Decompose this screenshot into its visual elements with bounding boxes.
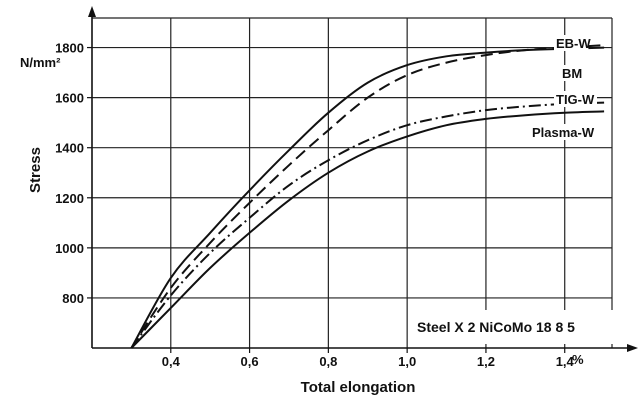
y-tick-label: 1600 [55, 91, 84, 106]
curve-labels: EB-W BM TIG-W Plasma-W [530, 35, 599, 140]
curve-label: Plasma-W [532, 125, 595, 140]
x-axis-title: Total elongation [301, 379, 416, 396]
curve-label-bg [554, 35, 589, 51]
tick-labels: 0,4 0,6 0,8 1,0 1,2 1,4 800 1000 1200 1400 1600 180… [55, 41, 574, 369]
curve-label: EB-W [556, 36, 591, 51]
curve-tig-w [130, 101, 605, 349]
x-tick-label: 1,4 [556, 354, 575, 369]
curve-label: BM [562, 66, 582, 81]
curve-bm [130, 44, 605, 349]
y-tick-label: 1800 [55, 41, 84, 56]
annotation-text: Steel X 2 NiCoMo 18 8 5 [417, 319, 575, 335]
axes [88, 6, 638, 352]
curve-label: TIG-W [556, 92, 595, 107]
curve-plasma-w [130, 110, 605, 349]
curve-label-bg [554, 91, 597, 107]
y-unit-label: N/mm² [20, 55, 61, 70]
x-tick-label: 0,8 [319, 354, 337, 369]
y-tick-label: 1000 [55, 241, 84, 256]
y-tick-label: 1200 [55, 191, 84, 206]
x-tick-label: 0,4 [162, 354, 181, 369]
y-axis-title: Stress [27, 147, 44, 193]
x-tick-label: 1,0 [398, 354, 416, 369]
y-axis-arrow [88, 6, 96, 17]
grid [92, 17, 613, 348]
curve-label-bg [530, 124, 599, 140]
x-tick-label: 1,2 [477, 354, 495, 369]
x-axis-arrow [627, 344, 638, 352]
curve-label-bg [560, 65, 578, 81]
x-unit-label: % [572, 352, 584, 367]
annotation-box [410, 310, 620, 344]
x-tick-label: 0,6 [241, 354, 259, 369]
y-tick-label: 800 [62, 291, 84, 306]
curves [130, 44, 605, 349]
y-tick-label: 1400 [55, 141, 84, 156]
